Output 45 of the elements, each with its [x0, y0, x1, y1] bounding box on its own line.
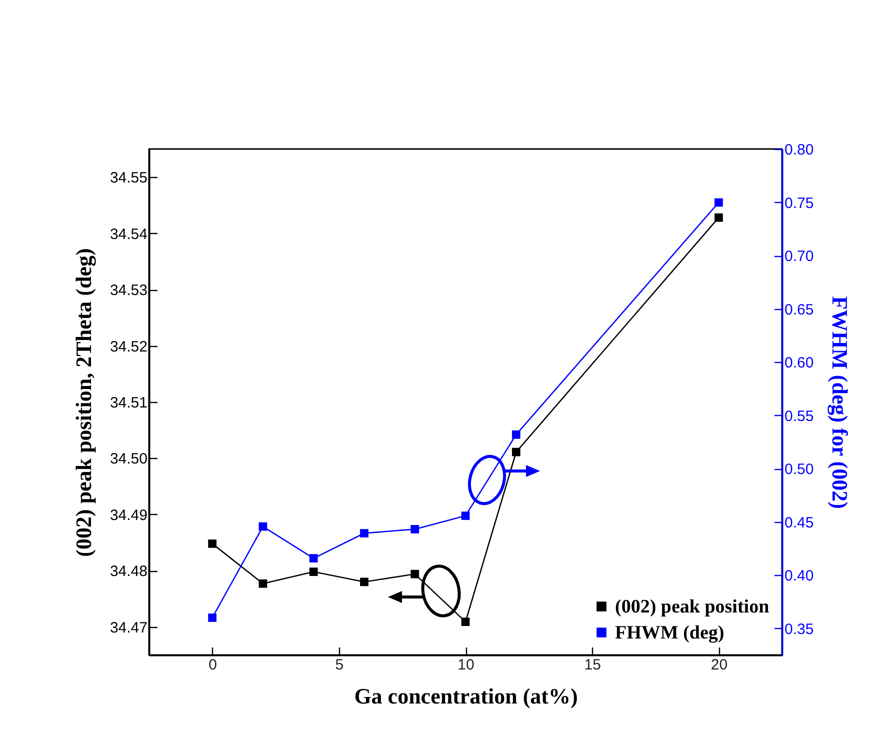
x-tick-label: 10: [458, 656, 474, 674]
point: [461, 618, 470, 626]
point: [258, 579, 268, 588]
y-axis-title: (002) peak position, 2Theta (deg): [70, 248, 96, 557]
point: [258, 522, 268, 531]
y-tick-label: 34.47: [110, 619, 148, 636]
point: [512, 448, 520, 456]
y2-axis-title: FWHM (deg) for (002): [828, 296, 853, 509]
y-tick-label: 34.55: [110, 170, 148, 187]
y2-tick-label: 0.65: [784, 301, 814, 318]
point: [461, 512, 470, 520]
y-tick-label: 34.49: [110, 506, 148, 524]
x-tick-label: 20: [710, 656, 728, 674]
x-tick-label: 15: [584, 656, 601, 674]
x-tick-label: 0: [208, 656, 217, 674]
y2-tick-label: 0.45: [784, 514, 814, 532]
y2-tick-label: 0.55: [784, 408, 814, 425]
point: [714, 213, 723, 222]
point: [360, 578, 368, 586]
legend-label: FHWM (deg): [615, 622, 724, 644]
y2-tick-label: 0.60: [784, 354, 814, 372]
point: [512, 430, 520, 439]
y-tick-label: 34.48: [110, 563, 148, 580]
y-tick-label: 34.52: [110, 338, 148, 356]
y2-tick-label: 0.40: [784, 568, 814, 585]
point: [410, 570, 420, 578]
y2-tick-label: 0.50: [784, 461, 814, 478]
point: [208, 614, 216, 622]
point: [714, 198, 723, 207]
y-tick-label: 34.50: [110, 450, 148, 468]
point: [309, 568, 318, 576]
y-tick-label: 34.51: [110, 394, 148, 412]
point: [309, 554, 318, 562]
x-axis-title: Ga concentration (at%): [354, 684, 578, 708]
x-tick-label: 5: [335, 656, 344, 674]
point: [410, 525, 420, 534]
y2-tick-label: 0.35: [784, 620, 814, 638]
y-tick-label: 34.53: [110, 282, 148, 300]
y2-tick-label: 0.75: [784, 194, 814, 212]
legend-label: (002) peak position: [615, 596, 770, 618]
point: [360, 529, 368, 538]
point: [208, 539, 216, 548]
y2-tick-label: 0.70: [784, 248, 814, 266]
y2-tick-label: 0.80: [784, 142, 814, 158]
y-tick-label: 34.54: [110, 226, 148, 243]
